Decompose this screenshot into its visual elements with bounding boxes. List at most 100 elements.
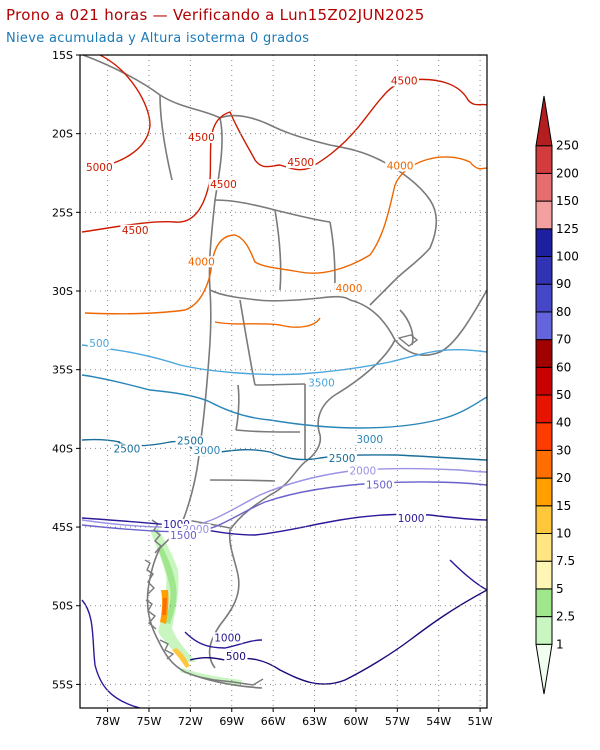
contour-label: 4000 xyxy=(387,160,414,172)
contour-label: 5000 xyxy=(86,162,113,174)
lat-lon-grid xyxy=(80,55,487,708)
contour-label-bg xyxy=(186,256,217,268)
colorbar-label: 70 xyxy=(556,333,571,347)
contour-label: 4500 xyxy=(210,179,237,191)
contour-label-bg xyxy=(161,519,192,531)
contour-label-bg xyxy=(396,512,426,524)
contour-label-bg xyxy=(186,131,217,143)
colorbar-label: 150 xyxy=(556,194,579,208)
contour-label: 4000 xyxy=(336,283,363,295)
colorbar-label: 30 xyxy=(556,443,571,457)
contour-label: 1500 xyxy=(170,530,197,542)
lon-tick-label: 72W xyxy=(178,715,203,728)
colorbar-label: 50 xyxy=(556,388,571,402)
lat-tick-label: 45S xyxy=(52,521,73,534)
colorbar-swatch xyxy=(535,505,553,534)
latitude-axis: 15S 20S 25S 30S 35S 40S 45S 50S 55S xyxy=(52,49,80,691)
map-frame xyxy=(79,54,488,709)
colorbar-swatch xyxy=(535,339,553,368)
lat-tick-label: 35S xyxy=(52,364,73,377)
colorbar-label: 7.5 xyxy=(556,554,575,568)
colorbar-min-triangle xyxy=(535,643,553,695)
lon-tick-label: 66W xyxy=(261,715,286,728)
contour-label-bg xyxy=(175,435,206,447)
contour-label: 3000 xyxy=(356,434,383,446)
lon-tick-label: 63W xyxy=(302,715,327,728)
lat-tick-label: 20S xyxy=(52,128,73,141)
lat-tick-label: 30S xyxy=(52,285,73,298)
colorbar-swatch xyxy=(535,283,553,313)
contour-label: 1000 xyxy=(214,632,241,644)
colorbar-swatch xyxy=(535,366,553,396)
contour-label: 4500 xyxy=(122,225,149,237)
longitude-axis: 78W 75W 72W 69W 66W 63W 60W 57W 54W 51W xyxy=(95,708,493,728)
contour-label-bg xyxy=(181,523,211,535)
contour-label: 2500 xyxy=(114,444,141,456)
contour-label-bg xyxy=(192,445,222,457)
contour-label: 3000 xyxy=(194,445,221,457)
map-subtitle: Nieve acumulada y Altura isoterma 0 grad… xyxy=(6,31,310,46)
colorbar-swatch xyxy=(535,560,553,590)
lon-tick-label: 75W xyxy=(137,715,162,728)
snow-shading xyxy=(150,528,242,686)
colorbar-label: 2.5 xyxy=(556,610,575,624)
contour-label: 2500 xyxy=(329,453,356,465)
contour-label-bg xyxy=(168,530,199,542)
contour-label-bg xyxy=(208,179,239,191)
contour-label-bg xyxy=(306,377,337,389)
colorbar-swatch xyxy=(535,588,553,618)
colorbar-label: 40 xyxy=(556,416,571,430)
colorbar-label: 90 xyxy=(556,277,571,291)
contour-label-bg xyxy=(87,338,111,350)
contour-label-bg xyxy=(385,160,415,172)
contour-label: 4500 xyxy=(287,157,314,169)
colorbar-swatch xyxy=(535,311,553,341)
lat-tick-label: 25S xyxy=(52,206,73,219)
colorbar-max-triangle xyxy=(535,95,553,147)
colorbar-label: 10 xyxy=(556,527,571,541)
contour-label: 4500 xyxy=(391,75,418,87)
colorbar-swatch xyxy=(535,477,553,507)
isotherm-contours xyxy=(81,55,487,708)
contour-label-bg xyxy=(285,157,316,169)
lon-tick-label: 69W xyxy=(219,715,244,728)
colorbar-label: 1 xyxy=(556,637,564,651)
contour-label-bg xyxy=(212,632,243,644)
contour-label-bg xyxy=(120,224,150,236)
lat-tick-label: 50S xyxy=(52,600,73,613)
contour-label-bg xyxy=(389,75,420,87)
lat-tick-label: 55S xyxy=(52,678,73,691)
colorbar-label: 100 xyxy=(556,250,579,264)
contour-label-bg xyxy=(327,452,357,464)
colorbar-swatch xyxy=(535,172,553,202)
contour-label: 1000 xyxy=(398,513,425,525)
colorbar-swatch xyxy=(535,449,553,479)
contour-label: 3500 xyxy=(308,377,335,389)
colorbar-swatch xyxy=(535,422,553,451)
colorbar-swatch xyxy=(535,145,553,174)
lon-tick-label: 60W xyxy=(343,715,368,728)
colorbar-swatch xyxy=(535,228,553,258)
coastlines-and-borders xyxy=(82,55,487,689)
colorbar-label: 20 xyxy=(556,471,571,485)
contour-label: 4000 xyxy=(188,256,215,268)
colorbar-label: 200 xyxy=(556,166,579,180)
contour-label: 2000 xyxy=(349,466,376,478)
colorbar-label: 125 xyxy=(556,222,579,236)
contour-label: 500 xyxy=(89,338,109,350)
colorbar-swatch xyxy=(535,616,553,645)
contour-label-bg xyxy=(348,465,378,477)
contour-label-bg xyxy=(364,479,395,491)
contour-label: 1500 xyxy=(366,480,393,492)
colorbar-legend: 1 2.5 5 7.5 10 15 20 30 40 50 60 70 80 90 100 125 150 200… xyxy=(535,95,579,695)
lon-tick-label: 78W xyxy=(95,715,120,728)
contour-label-bg xyxy=(112,443,142,455)
contour-label-bg xyxy=(334,283,364,295)
contour-label: 500 xyxy=(226,651,246,663)
contour-labels: 4500 4500 4500 4500 5000 4500 4000 4000 4000 3500… xyxy=(84,75,426,663)
lon-tick-label: 57W xyxy=(385,715,410,728)
contour-label: 2500 xyxy=(177,436,204,448)
colorbar-swatch xyxy=(535,394,553,424)
colorbar-swatch xyxy=(535,256,553,285)
